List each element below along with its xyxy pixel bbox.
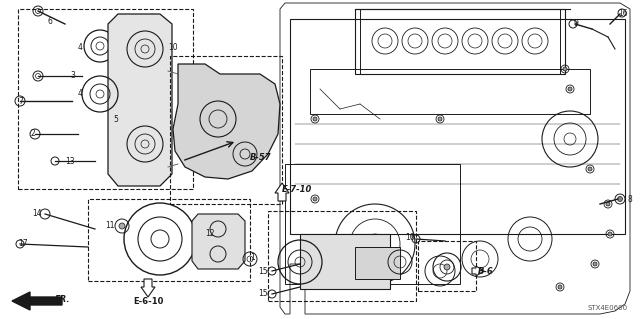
- Circle shape: [563, 67, 567, 71]
- Bar: [18, 9, 193, 189]
- Text: 6: 6: [47, 18, 52, 26]
- Text: 4: 4: [77, 90, 82, 99]
- Text: 13: 13: [65, 157, 75, 166]
- Bar: [310, 69, 590, 114]
- Text: 17: 17: [18, 240, 28, 249]
- Bar: [285, 164, 460, 284]
- Polygon shape: [108, 14, 172, 186]
- Text: 10: 10: [168, 42, 178, 51]
- Text: 4: 4: [77, 42, 82, 51]
- Polygon shape: [280, 3, 630, 314]
- Circle shape: [438, 117, 442, 121]
- Bar: [268, 211, 416, 301]
- Text: E-6-10: E-6-10: [133, 296, 163, 306]
- Circle shape: [608, 232, 612, 236]
- Circle shape: [593, 262, 597, 266]
- Text: B-57: B-57: [250, 152, 271, 161]
- FancyArrow shape: [472, 266, 484, 276]
- Circle shape: [588, 167, 592, 171]
- Text: 8: 8: [628, 195, 633, 204]
- Text: B-6: B-6: [478, 266, 493, 276]
- Text: 12: 12: [205, 229, 214, 239]
- Circle shape: [313, 197, 317, 201]
- Bar: [88, 199, 250, 281]
- FancyArrow shape: [141, 279, 155, 297]
- Polygon shape: [192, 214, 245, 269]
- Circle shape: [119, 223, 125, 229]
- Text: 9: 9: [573, 19, 578, 28]
- Bar: [170, 56, 282, 204]
- Bar: [360, 9, 560, 74]
- Bar: [355, 9, 565, 74]
- Text: 11: 11: [106, 221, 115, 231]
- Circle shape: [444, 264, 450, 270]
- Circle shape: [313, 117, 317, 121]
- Bar: [300, 234, 390, 289]
- Text: 1: 1: [250, 253, 255, 262]
- Text: 15: 15: [259, 290, 268, 299]
- Circle shape: [568, 87, 572, 91]
- Text: 14: 14: [33, 210, 42, 219]
- Text: 15: 15: [259, 266, 268, 276]
- Polygon shape: [12, 292, 62, 310]
- Text: FR.: FR.: [55, 294, 70, 303]
- Text: STX4E0600: STX4E0600: [588, 305, 628, 311]
- Text: 2: 2: [30, 130, 35, 138]
- Bar: [355, 247, 400, 279]
- Bar: [418, 241, 476, 291]
- Text: 7: 7: [18, 97, 23, 106]
- Circle shape: [618, 197, 623, 202]
- Text: E-7-10: E-7-10: [282, 184, 312, 194]
- Text: 16: 16: [618, 10, 628, 19]
- Bar: [290, 19, 625, 234]
- Polygon shape: [173, 64, 280, 179]
- Text: 5: 5: [113, 115, 118, 123]
- Circle shape: [558, 285, 562, 289]
- FancyArrow shape: [275, 183, 289, 201]
- Text: 3: 3: [70, 71, 75, 80]
- Text: 16: 16: [405, 233, 415, 241]
- Circle shape: [606, 202, 610, 206]
